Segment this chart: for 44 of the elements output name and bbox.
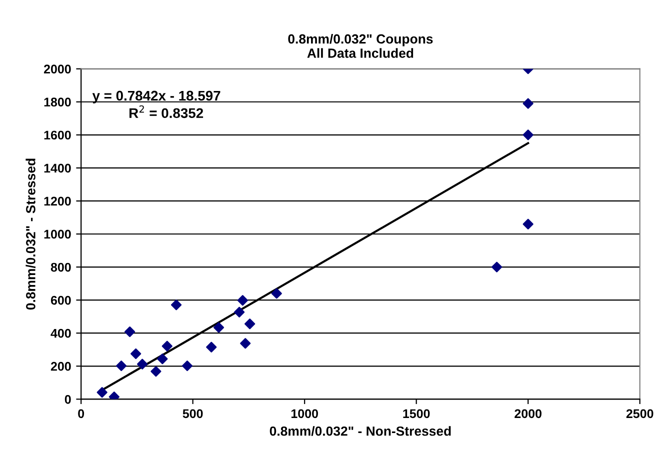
point — [271, 288, 282, 299]
x-tick-label: 0 — [78, 409, 84, 418]
point — [492, 262, 502, 272]
point — [237, 295, 248, 306]
chart-title: 0.8mm/0.032" Coupons All Data Included — [288, 34, 433, 58]
x-tick-label: 2500 — [626, 409, 654, 418]
y-tick-label: 0 — [64, 394, 71, 404]
y-tick-label: 600 — [50, 296, 71, 305]
annotation: y = 0.7842x - 18.597 — [92, 90, 220, 104]
point — [96, 387, 108, 398]
x-tick-label: 1000 — [291, 409, 318, 418]
point — [244, 318, 256, 330]
point — [116, 360, 127, 372]
y-axis-title: 0.8mm/0.032" - Stressed — [26, 158, 36, 310]
y-tick-label: 1600 — [44, 130, 71, 140]
point — [130, 348, 142, 360]
x-tick-label: 500 — [182, 409, 203, 418]
point — [522, 98, 534, 109]
y-tick-label: 1400 — [44, 164, 71, 173]
y-tick-label: 400 — [50, 328, 71, 338]
point — [213, 322, 224, 333]
point — [170, 300, 182, 310]
point — [240, 338, 251, 349]
y-tick-label: 1000 — [44, 230, 71, 239]
point — [124, 326, 136, 338]
x-axis-title: 0.8mm/0.032" - Non-Stressed — [270, 426, 451, 436]
y-tick-label: 1800 — [44, 98, 71, 107]
x-tick-label: 2000 — [514, 409, 542, 418]
point — [157, 354, 168, 364]
point — [182, 360, 193, 372]
point — [108, 392, 120, 400]
x-tick-label: 1500 — [403, 409, 430, 418]
y-tick-label: 800 — [50, 262, 71, 272]
annotation: R$^{2}$ = 0.8352 — [129, 105, 204, 118]
point — [206, 342, 217, 352]
y-tick-label: 2000 — [44, 64, 71, 74]
y-tick-label: 1200 — [44, 196, 71, 206]
point — [522, 130, 534, 140]
point — [522, 218, 534, 230]
point — [162, 340, 172, 352]
point — [137, 358, 148, 370]
y-tick-label: 200 — [50, 362, 71, 371]
point — [234, 306, 245, 318]
point — [150, 366, 162, 377]
